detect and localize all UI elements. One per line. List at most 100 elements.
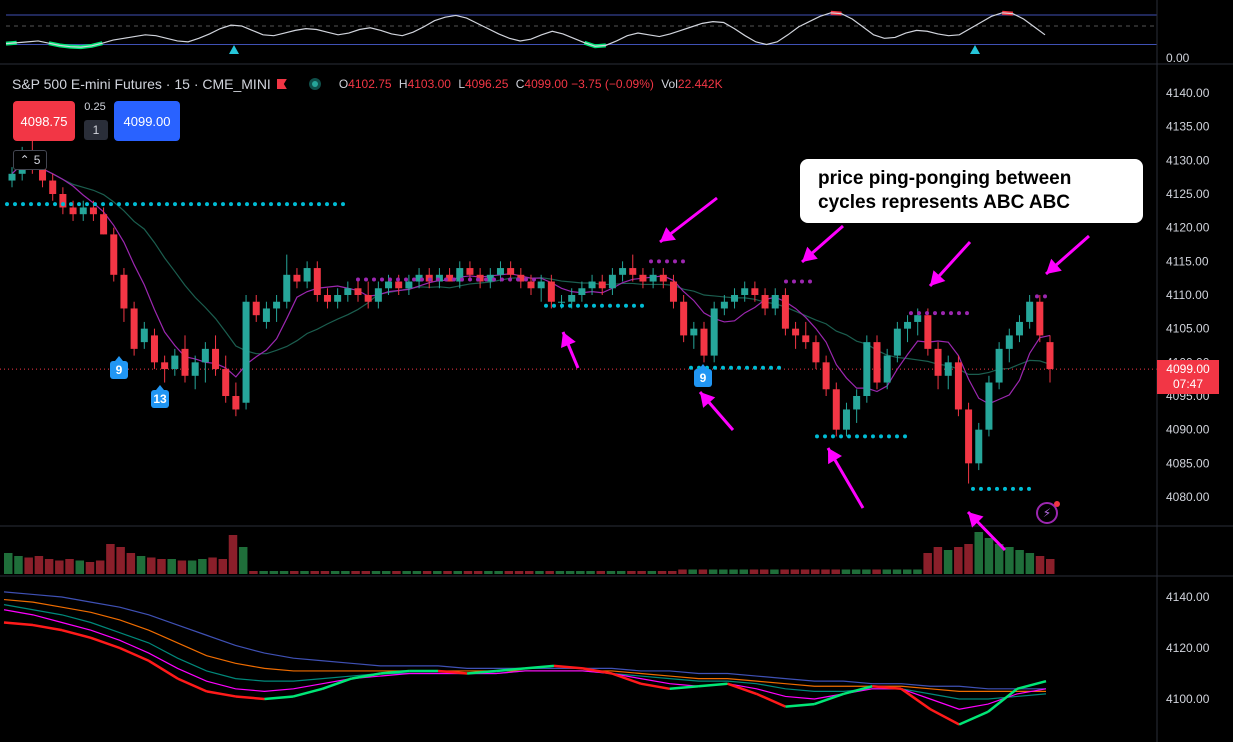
ma-tick-label: 4140.00: [1166, 590, 1210, 604]
support-dot: [971, 486, 975, 491]
support-dot: [987, 486, 991, 491]
support-dot: [713, 365, 717, 370]
magenta-arrow: [801, 224, 844, 264]
candle-body: [965, 409, 973, 464]
price-tick-label: 4120.00: [1166, 221, 1210, 235]
support-dot: [13, 202, 17, 207]
spread-value: 0.25: [84, 101, 106, 113]
candle-body: [924, 315, 932, 349]
candle-body: [608, 274, 616, 289]
arrow-head: [700, 392, 716, 408]
candle-body: [954, 362, 962, 410]
candle-body: [659, 274, 667, 282]
support-dot: [229, 202, 233, 207]
resistance-dot: [681, 259, 685, 264]
ma-fast-segment: [467, 669, 497, 675]
candle-body: [639, 274, 647, 282]
price-tick-label: 4085.00: [1166, 456, 1210, 470]
candle-body: [507, 268, 515, 275]
volume-bar: [882, 569, 892, 574]
candle-body: [904, 321, 912, 329]
support-dot: [61, 202, 65, 207]
candle-body: [262, 308, 270, 322]
annotation-callout[interactable]: price ping-ponging between cycles repres…: [800, 159, 1143, 223]
support-dot: [317, 202, 321, 207]
ma-fast-segment: [900, 687, 931, 711]
volume-label: Vol: [661, 77, 678, 91]
support-dot: [903, 434, 907, 439]
support-dot: [887, 434, 891, 439]
symbol-name[interactable]: S&P 500 E-mini Futures · 15 · CME_MINI: [12, 76, 271, 92]
volume-bar: [994, 544, 1004, 574]
volume-bar: [964, 544, 973, 574]
candle-body: [517, 274, 525, 282]
candle-body: [761, 295, 769, 309]
support-dot: [141, 202, 145, 207]
change-value: −3.75 (−0.09%): [571, 77, 654, 91]
volume-bar: [1035, 556, 1045, 574]
candle-body: [39, 167, 47, 181]
badge-label: 13: [153, 392, 167, 406]
oscillator-pane: 0.00: [5, 10, 1190, 65]
support-dot: [979, 486, 983, 491]
sell-button[interactable]: 4098.75: [13, 101, 75, 141]
resistance-dot: [468, 277, 472, 282]
volume-bar: [606, 571, 616, 574]
support-dot: [592, 303, 596, 308]
badge-pointer: [699, 364, 707, 369]
resistance-dot: [500, 277, 504, 282]
buy-button[interactable]: 4099.00: [114, 101, 180, 141]
volume-bar: [708, 569, 718, 574]
volume-bar: [800, 569, 810, 574]
resistance-dot: [941, 311, 945, 316]
badge-label: 9: [700, 371, 707, 385]
volume-bar: [902, 569, 912, 574]
volume-bar: [106, 544, 115, 574]
ma-fast-segment: [582, 667, 613, 675]
flag-icon[interactable]: [276, 79, 287, 89]
resistance-dot: [965, 311, 969, 316]
resistance-dot: [396, 277, 400, 282]
triangle-marker: [970, 45, 980, 54]
candle-body: [568, 295, 576, 302]
resistance-dot: [388, 277, 392, 282]
volume-bar: [249, 571, 258, 574]
ma-tick-label: 4100.00: [1166, 692, 1210, 706]
candle-body: [486, 274, 494, 282]
volume-bar: [24, 557, 33, 574]
volume-bar: [392, 571, 401, 574]
volume-bar: [422, 571, 432, 574]
candle-body: [59, 194, 67, 208]
price-tick-label: 4105.00: [1166, 322, 1210, 336]
candle-body: [242, 301, 250, 403]
volume-bar: [872, 569, 881, 574]
lightning-icon[interactable]: ⚡: [1036, 501, 1060, 524]
resistance-dot: [649, 259, 653, 264]
support-dot: [197, 202, 201, 207]
volume-bar: [943, 550, 953, 574]
indicators-collapse-button[interactable]: ⌃ 5: [13, 150, 47, 170]
quantity-input[interactable]: 1: [84, 120, 108, 140]
volume-bar: [739, 569, 749, 574]
candle-body: [751, 288, 759, 295]
ohlc-values: O4102.75 H4103.00 L4096.25 C4099.00 −3.7…: [339, 77, 723, 91]
triangle-marker: [229, 45, 239, 54]
volume-bar: [811, 569, 820, 574]
support-dot: [93, 202, 97, 207]
volume-bar: [637, 571, 646, 574]
volume-bar: [657, 571, 667, 574]
candle-body: [558, 301, 566, 303]
candle-body: [303, 268, 311, 282]
volume-bar: [269, 571, 279, 574]
volume-bar: [1046, 559, 1055, 574]
support-dot: [632, 303, 636, 308]
volume-bar: [831, 569, 840, 574]
support-dot: [53, 202, 57, 207]
ma-fast-segment: [148, 659, 179, 680]
support-dot: [45, 202, 49, 207]
candle-body: [669, 281, 677, 302]
volume-bar: [525, 571, 534, 574]
ma-fast-segment: [32, 623, 63, 632]
price-pane[interactable]: 4140.00 4135.00 4130.00 4125.00 4120.00 4115.…: [0, 86, 1210, 504]
